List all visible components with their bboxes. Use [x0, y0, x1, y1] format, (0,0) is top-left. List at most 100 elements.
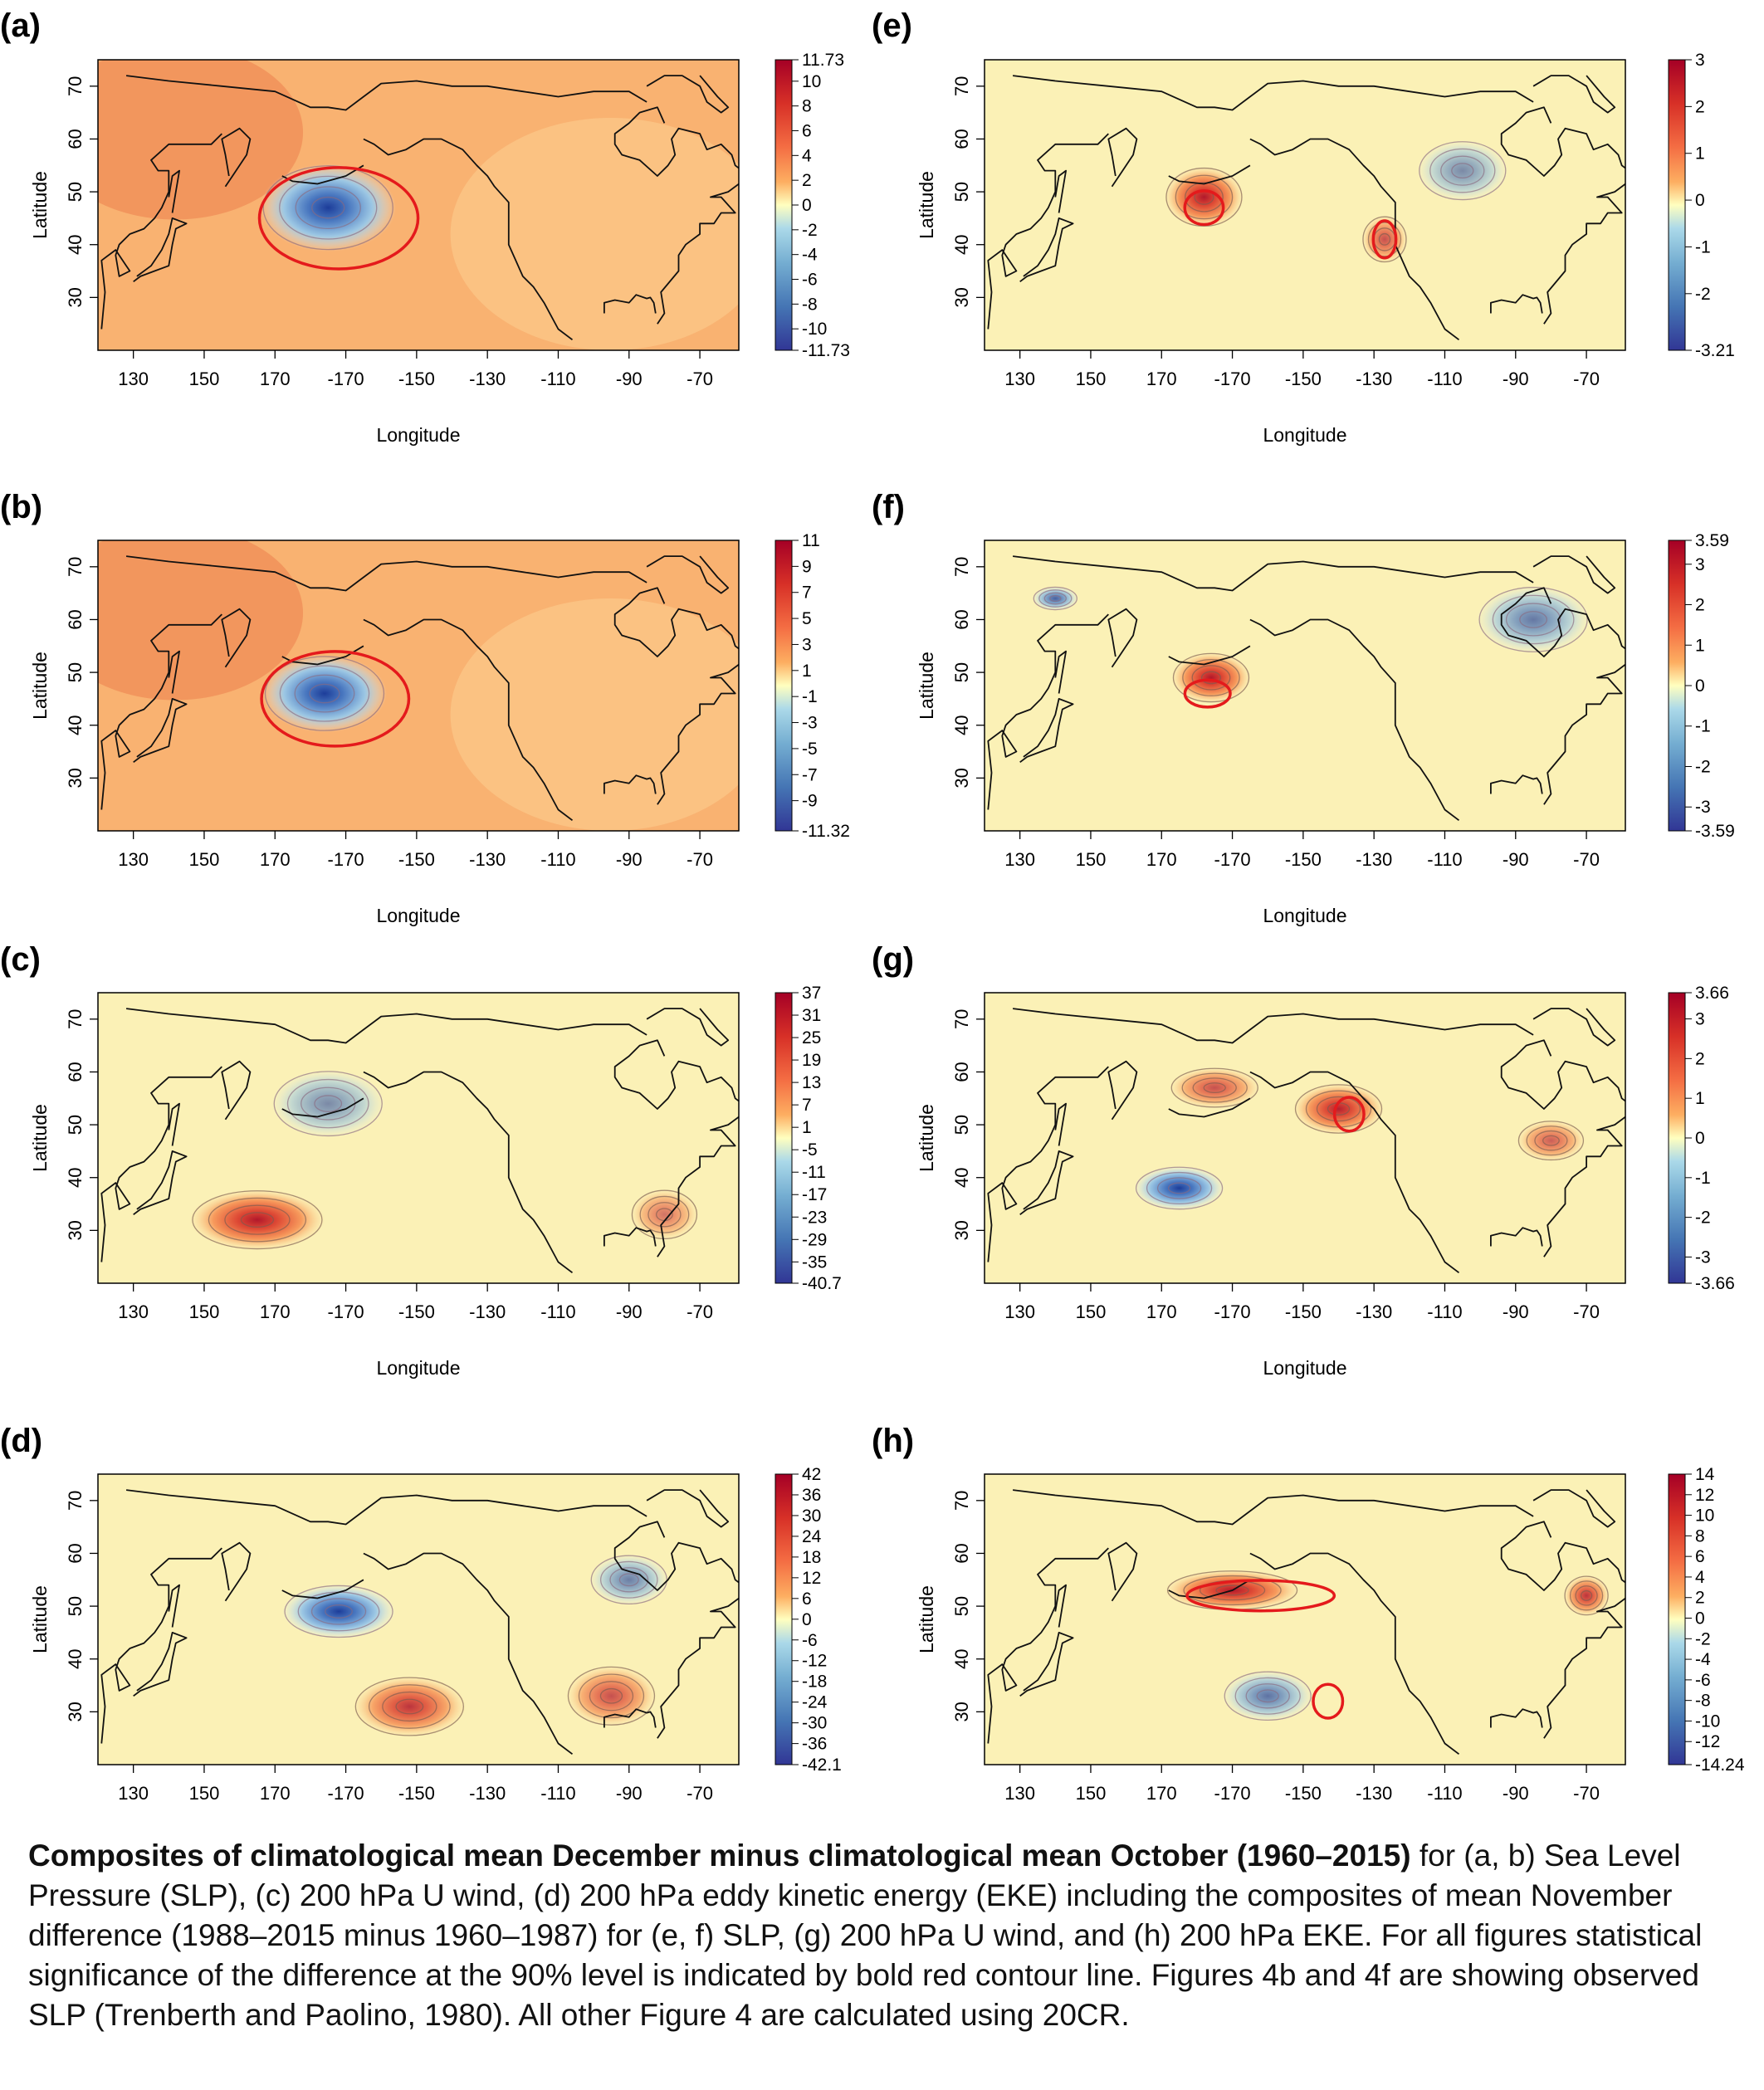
- colorbar-tick-label: -10: [1695, 1712, 1720, 1731]
- colorbar-tick-label: -1: [1695, 1169, 1711, 1188]
- colorbar-tick-label: -17: [802, 1185, 827, 1204]
- coastline: [1054, 1584, 1067, 1628]
- coastline: [1500, 1039, 1625, 1257]
- x-tick-label: -150: [1285, 1301, 1322, 1322]
- x-tick-label: 170: [1146, 1301, 1177, 1322]
- x-tick-label: 170: [260, 369, 291, 389]
- colorbar-tick-label: -8: [802, 295, 818, 314]
- y-axis-label: Latitude: [916, 652, 937, 720]
- x-tick-label: 150: [189, 369, 220, 389]
- coastline: [603, 294, 657, 314]
- coastline: [987, 1066, 1109, 1262]
- y-axis-label: Latitude: [916, 1585, 937, 1653]
- colorbar-tick-label: 8: [802, 97, 812, 116]
- coastline: [1019, 217, 1074, 283]
- y-tick-label: 50: [65, 182, 86, 202]
- colorbar-tick-label: -1: [802, 687, 818, 706]
- field-contour: [1224, 1671, 1312, 1721]
- colorbar-tick-label: -5: [802, 740, 818, 759]
- field-contour: [1192, 1077, 1237, 1098]
- field-contour: [208, 1197, 307, 1243]
- significance-contour: [1312, 1682, 1345, 1720]
- colorbar-tick-label: -14.24: [1695, 1756, 1745, 1775]
- x-tick-label: -170: [328, 1783, 364, 1804]
- colorbar-tick-label: 2: [802, 171, 812, 190]
- colorbar-tick-label: 1: [1695, 144, 1705, 164]
- field-d: [98, 1474, 739, 1765]
- colorbar-tick-label: 0: [1695, 191, 1705, 210]
- significance-contour: [1371, 219, 1398, 260]
- field-contour: [1135, 1166, 1224, 1210]
- x-tick-label: -130: [1356, 369, 1392, 389]
- y-tick-label: 30: [951, 768, 972, 788]
- coastline: [125, 555, 647, 592]
- field-contour: [1492, 594, 1575, 645]
- colorbar-tick-label: 3: [1695, 51, 1705, 70]
- colorbar-tick-label: 25: [802, 1028, 821, 1047]
- y-tick-label: 70: [951, 76, 972, 96]
- y-tick-label: 40: [65, 1648, 86, 1668]
- y-tick-label: 40: [65, 1167, 86, 1187]
- colorbar-tick-label: -42.1: [802, 1756, 842, 1775]
- field-contour: [1569, 1580, 1604, 1611]
- coastline: [363, 138, 574, 341]
- colorbar-tick-label: 18: [802, 1548, 821, 1567]
- x-tick-label: -170: [328, 1301, 364, 1322]
- colorbar-ramp: [774, 992, 793, 1284]
- field-contour: [1517, 1121, 1585, 1161]
- x-tick-label: 150: [189, 1783, 220, 1804]
- colorbar-tick-label: 0: [802, 196, 812, 215]
- coastline: [100, 133, 222, 330]
- coastline: [1490, 774, 1543, 794]
- x-tick-label: 170: [260, 1301, 291, 1322]
- colorbar-tick-label: 4: [802, 146, 812, 165]
- x-tick-label: 150: [1076, 849, 1107, 870]
- panel-label-g: (g): [872, 941, 914, 978]
- colorbar-tick-label: 12: [802, 1569, 821, 1588]
- figure: 130 150 170 -170 -150 -130 -110 -90 -70304050607…: [0, 7, 1745, 1804]
- colorbar-tick-label: 11.73: [802, 51, 844, 70]
- colorbar-tick-label: -6: [802, 1631, 818, 1650]
- colorbar-tick-label: 0: [1695, 1129, 1705, 1148]
- coastline: [1107, 608, 1138, 668]
- field-contour: [1049, 594, 1062, 603]
- colorbar-tick-label: 19: [802, 1051, 821, 1070]
- x-tick-label: 130: [118, 849, 149, 870]
- x-tick-label: -90: [1503, 849, 1529, 870]
- y-tick-label: 50: [951, 662, 972, 682]
- field-contour: [354, 1677, 464, 1736]
- panel-h: 130 150 170 -170 -150 -130 -110 -90 -70 30 40 50 60 7…: [916, 1473, 1626, 1804]
- colorbar-ramp: [774, 1473, 793, 1765]
- x-axis-label: Longitude: [1263, 424, 1346, 446]
- coastline: [363, 618, 574, 822]
- plot-frame: [984, 992, 1626, 1284]
- colorbar-tick-label: -18: [802, 1672, 827, 1692]
- x-tick-label: -150: [398, 1783, 435, 1804]
- field-contour: [1175, 174, 1234, 220]
- field-contour: [264, 656, 385, 731]
- coastline: [1249, 1552, 1460, 1756]
- colorbar-f: 3.59 3 2 1 0 -1 -2 -3 -3.59: [1668, 531, 1735, 841]
- y-tick-label: 40: [951, 234, 972, 254]
- x-tick-label: -130: [469, 1783, 506, 1804]
- field-contour: [589, 1681, 634, 1712]
- field-contour: [1580, 1589, 1593, 1601]
- colorbar-tick-label: -2: [1695, 1629, 1711, 1648]
- x-tick-label: -90: [1503, 369, 1529, 389]
- colorbar-ramp: [1668, 59, 1686, 351]
- x-tick-label: -110: [1427, 1783, 1462, 1804]
- field-contour: [325, 1604, 353, 1619]
- field-contour: [1519, 611, 1548, 628]
- field-contour: [395, 1698, 424, 1715]
- coastline: [1500, 106, 1625, 325]
- warm-patch: [450, 598, 739, 831]
- field-contour: [1526, 1126, 1576, 1156]
- panel-label-e: (e): [872, 7, 912, 44]
- colorbar-tick-label: 12: [1695, 1486, 1714, 1505]
- colorbar-tick-label: 9: [802, 557, 812, 576]
- colorbar-ramp: [1668, 992, 1686, 1284]
- coastline: [613, 587, 739, 805]
- y-tick-label: 60: [65, 609, 86, 629]
- field-contour: [1429, 148, 1496, 193]
- x-tick-label: 170: [1146, 1783, 1177, 1804]
